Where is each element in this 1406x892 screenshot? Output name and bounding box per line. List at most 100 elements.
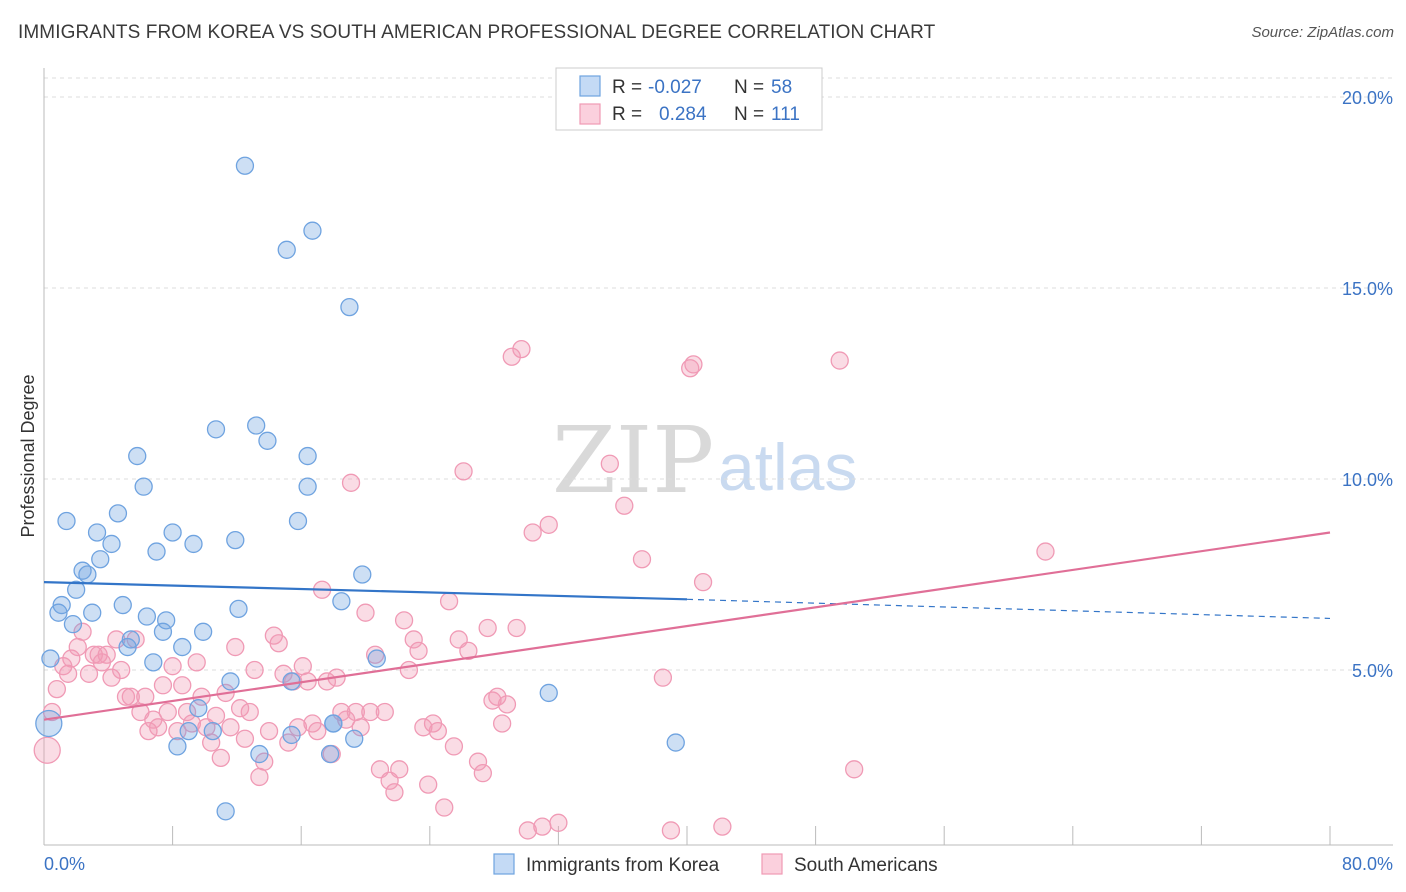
legend-bottom-sa-swatch: [761, 853, 783, 875]
y-tick-label: 10.0%: [1342, 470, 1393, 490]
data-point: [693, 572, 713, 592]
legend-bottom-korea-label: Immigrants from Korea: [526, 855, 720, 876]
data-point: [116, 687, 136, 706]
data-point: [179, 721, 198, 741]
data-point: [1036, 542, 1055, 561]
data-point: [177, 702, 197, 722]
data-point: [250, 767, 269, 787]
data-point: [157, 611, 176, 630]
legend-sa-n-label: N =: [734, 104, 764, 125]
data-point: [102, 534, 121, 554]
data-point: [247, 416, 266, 435]
data-point: [258, 431, 277, 450]
data-point: [121, 630, 140, 649]
data-point: [41, 649, 60, 668]
data-point: [324, 714, 343, 733]
data-point: [68, 637, 87, 657]
data-point: [390, 760, 409, 779]
south-american-trend-line: [43, 531, 1331, 721]
data-point: [153, 622, 173, 641]
data-point: [468, 752, 488, 771]
data-point: [52, 595, 71, 615]
data-point: [58, 664, 78, 683]
data-point: [240, 702, 259, 722]
data-point: [144, 653, 163, 672]
data-point: [830, 351, 849, 370]
data-point: [189, 699, 208, 718]
data-point: [187, 653, 206, 672]
data-point: [206, 420, 226, 439]
data-point: [226, 530, 245, 550]
data-point: [298, 477, 317, 496]
series-legend: Immigrants from Korea South Americans: [493, 853, 938, 876]
x-tick-label: 0.0%: [44, 854, 85, 874]
data-point: [303, 221, 322, 240]
data-point: [409, 641, 428, 661]
data-point: [492, 714, 512, 733]
data-point: [356, 603, 375, 622]
data-point: [351, 718, 370, 737]
data-point: [67, 580, 86, 599]
data-point: [353, 565, 372, 584]
data-point: [203, 721, 222, 741]
data-point: [202, 733, 221, 752]
data-point: [269, 634, 288, 653]
data-point: [221, 718, 240, 737]
data-point: [473, 763, 492, 783]
data-point: [173, 637, 192, 657]
korea-trend-line: [43, 581, 688, 601]
legend-sa-r-value: 0.284: [659, 104, 707, 125]
data-point: [600, 454, 619, 473]
legend-korea-n-label: N =: [734, 77, 764, 98]
korea-trend-extension: [686, 598, 1331, 620]
data-point: [419, 775, 438, 794]
data-point: [113, 595, 132, 615]
south-american-points: [33, 339, 1055, 840]
y-tick-label: 15.0%: [1342, 279, 1393, 299]
data-point: [394, 611, 414, 630]
legend-sa-r-label: R =: [612, 104, 642, 125]
data-point: [341, 473, 361, 492]
legend-sa-swatch: [579, 103, 601, 125]
data-point: [229, 599, 248, 619]
data-point: [62, 649, 81, 668]
data-point: [615, 496, 634, 515]
data-point: [549, 813, 568, 832]
data-point: [136, 687, 155, 706]
data-point: [288, 511, 308, 531]
data-point: [158, 702, 177, 722]
data-point: [713, 817, 732, 836]
legend-korea-n-value: 58: [771, 77, 792, 98]
data-point: [259, 721, 279, 741]
data-point: [87, 523, 107, 542]
data-point: [147, 542, 166, 561]
data-point: [211, 748, 230, 768]
data-point: [666, 733, 685, 752]
data-point: [78, 565, 97, 584]
data-point: [507, 618, 526, 638]
data-point: [404, 630, 423, 649]
data-point: [345, 729, 364, 748]
data-point: [367, 649, 386, 668]
data-point: [277, 240, 296, 259]
data-point: [163, 523, 182, 542]
data-point: [539, 515, 558, 534]
data-point: [375, 702, 394, 722]
data-point: [439, 592, 459, 611]
data-point: [385, 783, 404, 802]
data-point: [308, 721, 327, 741]
data-point: [454, 462, 473, 481]
korea-points: [35, 156, 685, 821]
data-point: [632, 550, 652, 569]
y-tick-label: 5.0%: [1352, 661, 1393, 681]
data-point: [73, 622, 92, 641]
data-point: [148, 718, 168, 737]
data-point: [168, 737, 187, 756]
data-point: [684, 355, 703, 374]
data-point: [523, 523, 542, 542]
correlation-legend: R = -0.027 N = 58 R = 0.284 N = 111: [555, 67, 823, 131]
data-point: [502, 347, 521, 366]
data-point: [235, 156, 255, 175]
y-tick-label: 20.0%: [1342, 88, 1393, 108]
